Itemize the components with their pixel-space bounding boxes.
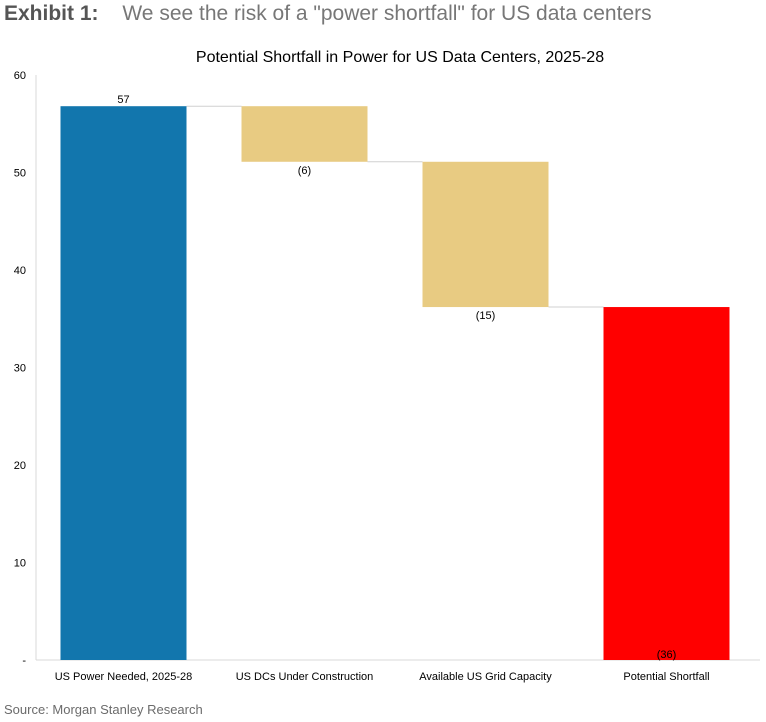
- source-note: Source: Morgan Stanley Research: [4, 702, 203, 717]
- data-label: (15): [476, 310, 496, 322]
- exhibit-label: Exhibit 1:: [4, 2, 99, 25]
- data-label: (36): [657, 649, 677, 661]
- y-tick-label: 20: [14, 460, 26, 472]
- y-tick-label: 40: [14, 265, 26, 277]
- x-tick-label: Available US Grid Capacity: [419, 671, 552, 683]
- data-label: 57: [117, 94, 129, 106]
- x-tick-label: US Power Needed, 2025-28: [55, 671, 193, 683]
- y-tick-label: 30: [14, 363, 26, 375]
- y-tick-label: -: [22, 655, 26, 667]
- y-tick-label: 50: [14, 168, 26, 180]
- waterfall-chart: Potential Shortfall in Power for US Data…: [14, 49, 760, 683]
- y-tick-label: 10: [14, 558, 26, 570]
- y-tick-label: 60: [14, 70, 26, 82]
- exhibit-header: Exhibit 1: We see the risk of a "power s…: [4, 2, 652, 26]
- x-tick-label: Potential Shortfall: [623, 671, 709, 683]
- bar-2: [241, 106, 368, 162]
- bar-1: [60, 106, 187, 660]
- exhibit-headline: We see the risk of a "power shortfall" f…: [122, 2, 652, 25]
- plot-area: - 10 20 30 40 50 60 57 (6) (15) (36) US Power Neede…: [14, 70, 760, 683]
- chart-title: Potential Shortfall in Power for US Data…: [196, 49, 604, 66]
- data-label: (6): [298, 165, 311, 177]
- x-tick-label: US DCs Under Construction: [236, 671, 374, 683]
- bar-3: [422, 161, 549, 308]
- bar-4: [603, 307, 730, 660]
